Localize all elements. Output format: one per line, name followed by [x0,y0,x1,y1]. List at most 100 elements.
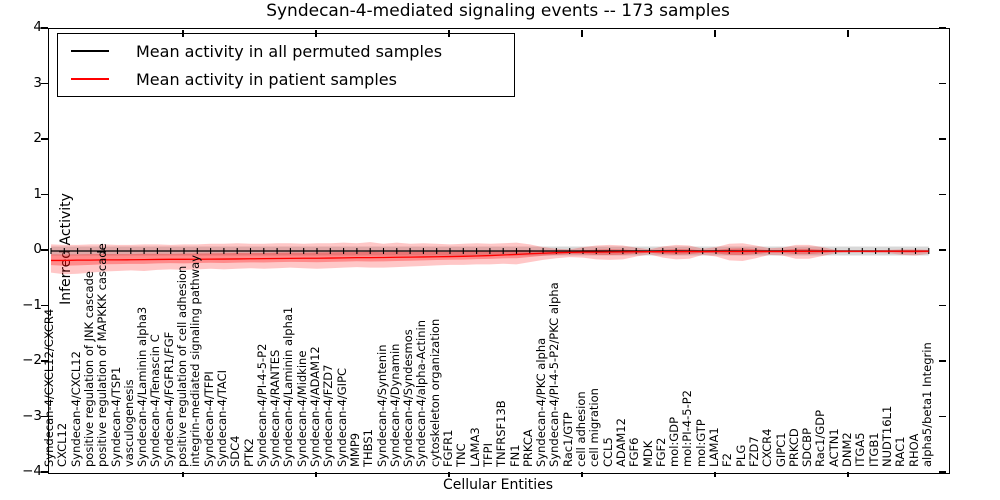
x-tick-label: Syndecan-4/FGFR1/FGF [161,331,176,467]
patient-mean-line [51,250,929,262]
y-tick-left [41,138,48,140]
x-tick-label: TNC [454,443,469,467]
x-tick-top [182,29,184,37]
x-tick-bottom [847,472,849,477]
x-tick-label: FGF6 [627,437,642,467]
x-tick-label: ITGA5 [853,432,868,467]
x-tick-label: PTK2 [241,438,256,467]
x-tick-label: FGF2 [653,437,668,467]
y-tick-left [41,249,48,251]
x-tick-label: positive regulation of JNK cascade [81,271,96,467]
x-tick-label: Syndecan-4/TSP1 [108,366,123,467]
legend-entry-permuted: Mean activity in all permuted samples [58,37,514,65]
y-tick-label: −3 [22,407,42,424]
x-tick-label: cytoskeleton organization [427,318,442,467]
x-tick-label: cell migration [587,388,602,467]
y-tick-left [41,304,48,307]
patient-inner-band-area [51,248,929,266]
x-tick-label: Syndecan-4/PI-4-5-P2 [254,343,269,467]
x-tick-label: Syndecan-4/GIPC [334,367,349,467]
x-tick-label: MDK [640,440,655,467]
x-tick-label: integrin-mediated signaling pathway [188,255,203,467]
y-tick-label: 2 [33,130,42,146]
x-axis-label: Cellular Entities [442,477,554,493]
chart-title: Syndecan-4-mediated signaling events -- … [266,1,730,21]
y-tick-left [41,471,48,473]
x-tick-label: LAMA3 [467,427,482,467]
x-tick-label: TNFRSF13B [494,400,509,467]
legend-entry-patient: Mean activity in patient samples [58,65,514,93]
x-tick-top [847,29,849,37]
x-tick-label: ACTN1 [826,428,841,467]
y-tick-left [41,415,48,418]
x-tick-label: Syndecan-4/CXCL12 [68,351,83,467]
x-tick-label: FN1 [507,444,522,467]
x-tick-label: ITGB1 [866,432,881,467]
y-tick-label: −1 [22,296,42,313]
y-tick-left [41,193,48,196]
x-tick-label: Syndecan-4/alpha-Actinin [414,319,429,467]
y-tick-label: −4 [22,463,42,479]
x-tick-label: positive regulation of MAPKKK cascade [95,243,110,467]
x-tick-label: THBS1 [361,429,376,467]
x-tick-label: vasculogenesis [121,379,136,467]
x-tick-label: Rac1/GTP [560,412,575,467]
x-tick-label: mol:PI-4-5-P2 [680,390,695,467]
x-tick-top [581,29,583,37]
patient-band-area [51,242,929,275]
legend-label: Mean activity in all permuted samples [136,41,443,61]
x-tick-label: Syndecan-4/Tenascin C [148,334,163,467]
x-tick-label: alpha5/beta1 Integrin [919,342,934,467]
plot-canvas [50,242,930,275]
y-tick-right [939,82,946,85]
x-tick-bottom [581,472,583,477]
y-tick-left [41,27,48,29]
y-tick-label: 1 [33,185,42,202]
y-tick-right [939,360,946,362]
x-tick-label: F2 [720,453,735,467]
patient-line-swatch [71,78,109,80]
y-tick-label: 0 [33,241,42,257]
permuted-line-swatch [71,50,109,52]
x-tick-label: Syndecan-4/Laminin alpha1 [281,306,296,467]
x-tick-top [448,29,450,37]
y-tick-left [41,360,48,362]
x-tick-label: Rac1/GDP [813,409,828,467]
y-tick-right [939,304,946,307]
plot-area [48,28,950,474]
x-tick-label: SDC4 [228,435,243,467]
x-tick-label: RAC1 [893,436,908,467]
x-tick-label: RHOA [906,433,921,467]
y-tick-left [41,82,48,85]
x-tick-label: Syndecan-4/Midkine [294,350,309,467]
x-tick-label: PRKCA [520,429,535,467]
x-tick-label: CXCL12 [55,422,70,467]
x-tick-label: MMP9 [347,432,362,467]
x-tick-label: FZD7 [746,436,761,467]
x-tick-bottom [182,472,184,477]
y-tick-right [939,471,946,473]
y-tick-right [939,415,946,418]
x-tick-label: PLG [733,444,748,467]
y-tick-right [939,138,946,140]
legend-label: Mean activity in patient samples [136,69,397,89]
x-tick-top [315,29,317,37]
x-tick-label: Syndecan-4/Syntenin [374,344,389,467]
legend: Mean activity in all permuted samples Me… [57,33,515,97]
x-tick-bottom [714,472,716,477]
x-tick-label: Syndecan-4/TACI [214,370,229,467]
x-tick-label: Syndecan-4/Dynamin [387,343,402,467]
x-tick-bottom [315,472,317,477]
x-tick-label: Syndecan-4/TFPI [201,371,216,467]
y-tick-label: −2 [22,352,42,368]
x-tick-label: TFPI [480,443,495,467]
x-tick-top [714,29,716,37]
y-tick-label: 3 [33,74,42,91]
x-tick-label: mol:GTP [693,419,708,467]
x-tick-label: GIPC1 [773,432,788,467]
x-tick-label: ADAM12 [613,418,628,467]
x-tick-label: Syndecan-4/PI-4-5-P2/PKC alpha [547,282,562,467]
x-tick-label: Syndecan-4/FZD7 [321,364,336,467]
x-tick-bottom [448,472,450,477]
